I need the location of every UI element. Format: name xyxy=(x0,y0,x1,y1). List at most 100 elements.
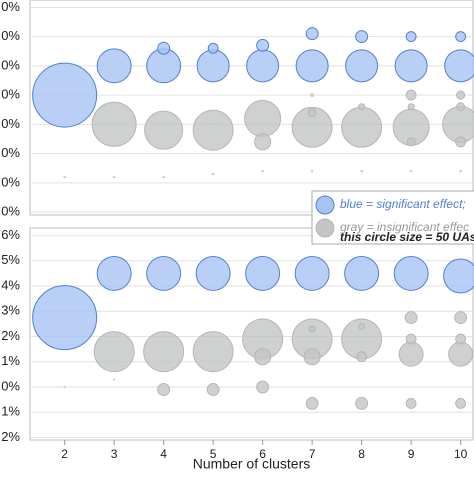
bubble xyxy=(355,30,369,44)
bubble xyxy=(345,49,379,83)
bubble xyxy=(196,49,230,83)
y-tick-label: 4% xyxy=(1,277,20,292)
bubble xyxy=(305,27,319,41)
bubble xyxy=(358,103,366,111)
bubble xyxy=(444,49,474,83)
bubble xyxy=(310,169,314,173)
legend-marker xyxy=(315,195,335,215)
x-axis-label: Number of clusters xyxy=(193,456,310,472)
bubble xyxy=(206,383,220,396)
bubble xyxy=(211,172,215,176)
x-tick-label: 9 xyxy=(408,447,415,461)
x-tick-label: 10 xyxy=(454,447,468,461)
bubble xyxy=(356,351,368,363)
bubble xyxy=(456,102,466,112)
bubble xyxy=(256,38,270,52)
bubble xyxy=(32,285,98,351)
bubble xyxy=(157,41,171,55)
bubble xyxy=(244,99,282,137)
bubble xyxy=(261,169,264,173)
x-tick-label: 3 xyxy=(111,447,118,461)
bubble xyxy=(310,93,315,98)
bubble xyxy=(407,103,415,111)
y-tick-label: 0% xyxy=(1,87,20,102)
bubble xyxy=(192,331,234,373)
bubble xyxy=(157,383,171,396)
bubble xyxy=(245,255,281,291)
y-tick-label: 1% xyxy=(1,404,20,419)
legend-note: this circle size = 50 UAs xyxy=(340,230,474,244)
bubble xyxy=(307,108,317,118)
y-tick-label: 0% xyxy=(1,0,20,14)
bubble xyxy=(442,105,474,143)
y-tick-label: 6% xyxy=(1,227,20,242)
bubble xyxy=(112,378,116,381)
bubble xyxy=(162,175,165,179)
x-tick-label: 7 xyxy=(309,447,316,461)
y-tick-label: 1% xyxy=(1,353,20,368)
x-tick-label: 2 xyxy=(61,447,68,461)
y-tick-label: 0% xyxy=(1,57,20,72)
bubble xyxy=(398,341,424,367)
legend-label: blue = significant effect; xyxy=(340,197,466,211)
y-tick-label: 0% xyxy=(1,116,20,131)
bubble xyxy=(406,137,416,147)
y-tick-label: 3% xyxy=(1,303,20,318)
bubble xyxy=(112,175,116,179)
legend-marker xyxy=(315,218,335,238)
y-tick-label: 0% xyxy=(1,145,20,160)
bubble xyxy=(358,322,366,330)
bubble xyxy=(63,385,66,389)
bubble xyxy=(207,42,219,54)
bubble xyxy=(341,106,383,148)
bubble xyxy=(360,169,363,173)
bubble xyxy=(405,89,417,101)
bubble xyxy=(32,62,98,128)
bubble xyxy=(291,106,333,148)
bubble xyxy=(455,31,467,42)
bubble xyxy=(448,341,474,367)
bubble xyxy=(143,331,185,373)
bubble xyxy=(355,396,369,410)
y-tick-label: 0% xyxy=(1,204,20,219)
bubble xyxy=(91,101,137,147)
y-tick-label: 0% xyxy=(1,174,20,189)
x-tick-label: 4 xyxy=(160,447,167,461)
bubble xyxy=(443,258,474,294)
y-tick-label: 0% xyxy=(1,378,20,393)
plot-frame xyxy=(29,0,474,216)
y-tick-label: 2% xyxy=(1,429,20,444)
bubble xyxy=(256,380,270,394)
bubble xyxy=(459,169,462,173)
bubble xyxy=(295,49,329,83)
bubble xyxy=(455,333,467,345)
x-tick-label: 5 xyxy=(210,447,217,461)
bubble xyxy=(246,49,280,83)
y-tick-label: 0% xyxy=(1,28,20,43)
bubble xyxy=(96,255,132,291)
legend-box xyxy=(311,190,474,245)
bubble xyxy=(409,169,413,173)
bubble xyxy=(344,255,380,291)
bubble xyxy=(63,175,66,179)
bubble xyxy=(455,136,467,148)
bubble xyxy=(405,397,417,409)
bubble xyxy=(93,331,135,373)
bubble xyxy=(254,133,272,151)
bubble xyxy=(394,49,428,83)
x-tick-label: 8 xyxy=(358,447,365,461)
bubble xyxy=(96,48,132,84)
bubble xyxy=(404,311,418,325)
bubble xyxy=(455,397,467,409)
bubble xyxy=(456,90,466,100)
bubble xyxy=(195,255,231,291)
x-tick-label: 6 xyxy=(259,447,266,461)
bubble xyxy=(305,396,319,410)
plot-frame xyxy=(29,227,474,441)
bubble xyxy=(146,255,182,291)
y-tick-label: 2% xyxy=(1,328,20,343)
bubble xyxy=(405,31,417,42)
bubble xyxy=(308,325,316,333)
bubble xyxy=(303,348,321,366)
